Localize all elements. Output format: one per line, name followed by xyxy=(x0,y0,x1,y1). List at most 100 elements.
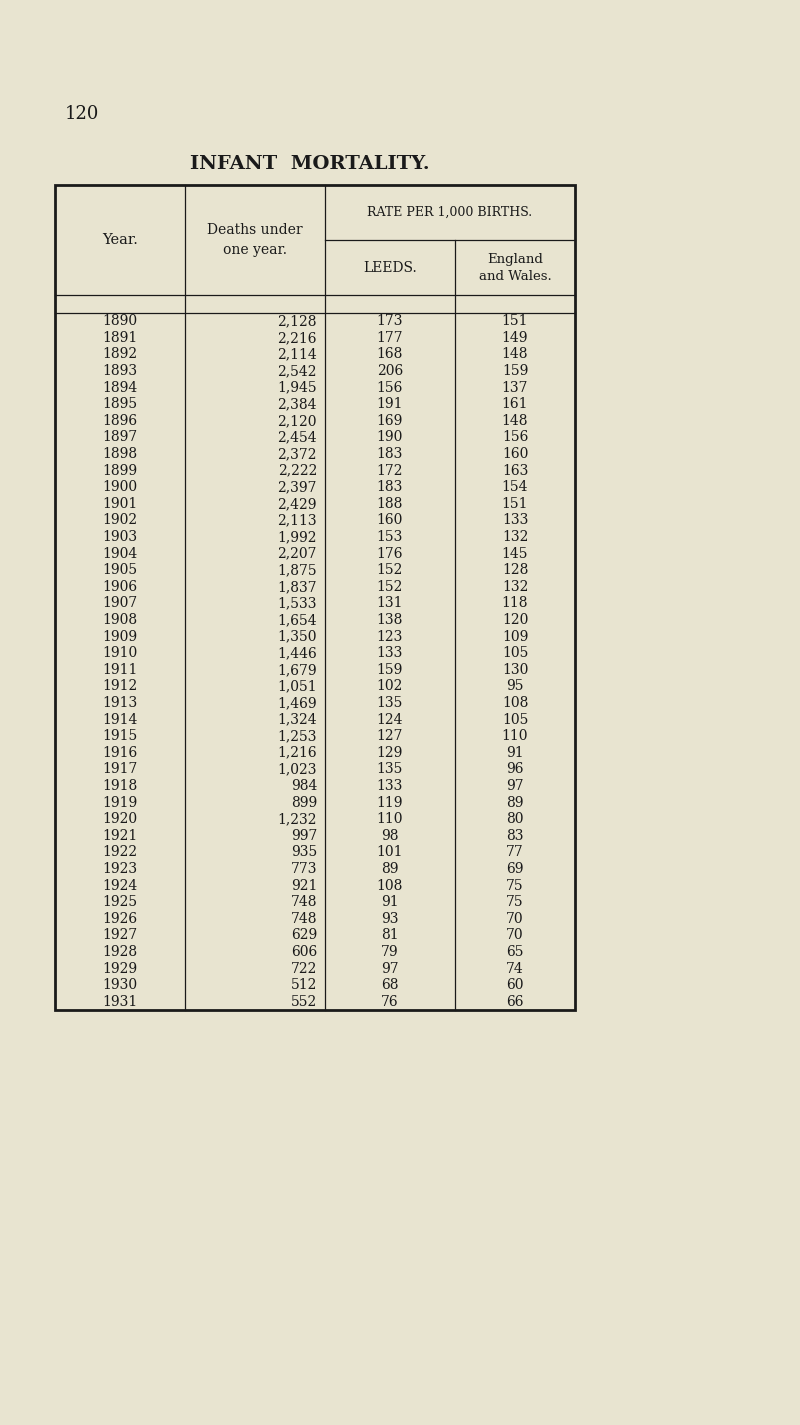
Text: 1928: 1928 xyxy=(102,945,138,959)
Text: 135: 135 xyxy=(377,695,403,710)
Text: 1901: 1901 xyxy=(102,497,138,510)
Text: Year.: Year. xyxy=(102,234,138,247)
Text: 138: 138 xyxy=(377,613,403,627)
Text: 135: 135 xyxy=(377,762,403,777)
Text: 1931: 1931 xyxy=(102,995,138,1009)
Text: 151: 151 xyxy=(502,315,528,328)
Text: 1921: 1921 xyxy=(102,829,138,842)
Text: 722: 722 xyxy=(290,962,317,976)
Text: 984: 984 xyxy=(290,779,317,792)
Text: 1,533: 1,533 xyxy=(278,597,317,610)
Text: 65: 65 xyxy=(506,945,524,959)
Text: 748: 748 xyxy=(290,912,317,926)
Text: 66: 66 xyxy=(506,995,524,1009)
Text: 899: 899 xyxy=(290,795,317,809)
Text: 2,454: 2,454 xyxy=(278,430,317,445)
Text: 75: 75 xyxy=(506,895,524,909)
Text: 148: 148 xyxy=(502,413,528,427)
Text: LEEDS.: LEEDS. xyxy=(363,261,417,275)
Text: 169: 169 xyxy=(377,413,403,427)
Text: 77: 77 xyxy=(506,845,524,859)
Text: 773: 773 xyxy=(290,862,317,876)
Text: 1919: 1919 xyxy=(102,795,138,809)
Text: 1,350: 1,350 xyxy=(278,630,317,644)
Text: INFANT  MORTALITY.: INFANT MORTALITY. xyxy=(190,155,430,172)
Text: 159: 159 xyxy=(502,363,528,378)
Text: 1900: 1900 xyxy=(102,480,138,494)
Text: 152: 152 xyxy=(377,563,403,577)
Text: 512: 512 xyxy=(290,978,317,992)
Text: 183: 183 xyxy=(377,480,403,494)
Text: 1897: 1897 xyxy=(102,430,138,445)
Text: 1,837: 1,837 xyxy=(278,580,317,594)
Text: 69: 69 xyxy=(506,862,524,876)
Text: 151: 151 xyxy=(502,497,528,510)
Text: 2,222: 2,222 xyxy=(278,463,317,477)
Text: 2,397: 2,397 xyxy=(278,480,317,494)
Text: 748: 748 xyxy=(290,895,317,909)
Text: 131: 131 xyxy=(377,597,403,610)
Text: 156: 156 xyxy=(377,380,403,395)
Text: 118: 118 xyxy=(502,597,528,610)
Text: 177: 177 xyxy=(377,331,403,345)
Text: 75: 75 xyxy=(506,879,524,892)
Text: 1911: 1911 xyxy=(102,663,138,677)
Text: 1,945: 1,945 xyxy=(278,380,317,395)
Text: 160: 160 xyxy=(377,513,403,527)
Text: 133: 133 xyxy=(377,646,403,660)
Text: 1895: 1895 xyxy=(102,398,138,412)
Text: 1929: 1929 xyxy=(102,962,138,976)
Text: 1914: 1914 xyxy=(102,712,138,727)
Text: 149: 149 xyxy=(502,331,528,345)
Text: 1894: 1894 xyxy=(102,380,138,395)
Text: 2,372: 2,372 xyxy=(278,447,317,462)
Text: RATE PER 1,000 BIRTHS.: RATE PER 1,000 BIRTHS. xyxy=(367,207,533,219)
Text: 921: 921 xyxy=(290,879,317,892)
Text: 124: 124 xyxy=(377,712,403,727)
Text: 1924: 1924 xyxy=(102,879,138,892)
Text: 91: 91 xyxy=(506,745,524,760)
Text: 153: 153 xyxy=(377,530,403,544)
Text: 145: 145 xyxy=(502,547,528,560)
Text: 1,051: 1,051 xyxy=(278,680,317,694)
Text: 70: 70 xyxy=(506,928,524,942)
Text: 159: 159 xyxy=(377,663,403,677)
Text: 1,446: 1,446 xyxy=(278,646,317,660)
Text: 154: 154 xyxy=(502,480,528,494)
Text: 1,992: 1,992 xyxy=(278,530,317,544)
Text: 129: 129 xyxy=(377,745,403,760)
Text: 190: 190 xyxy=(377,430,403,445)
Text: 1927: 1927 xyxy=(102,928,138,942)
Text: 133: 133 xyxy=(502,513,528,527)
Text: 96: 96 xyxy=(506,762,524,777)
Text: 95: 95 xyxy=(506,680,524,694)
Text: 1913: 1913 xyxy=(102,695,138,710)
Text: 173: 173 xyxy=(377,315,403,328)
Text: 1926: 1926 xyxy=(102,912,138,926)
Text: 1896: 1896 xyxy=(102,413,138,427)
Text: 101: 101 xyxy=(377,845,403,859)
Text: 1890: 1890 xyxy=(102,315,138,328)
Text: 79: 79 xyxy=(381,945,399,959)
Text: 1912: 1912 xyxy=(102,680,138,694)
Text: 2,207: 2,207 xyxy=(278,547,317,560)
Text: 1930: 1930 xyxy=(102,978,138,992)
Text: 120: 120 xyxy=(502,613,528,627)
Text: 128: 128 xyxy=(502,563,528,577)
Text: 1,253: 1,253 xyxy=(278,730,317,744)
Text: 152: 152 xyxy=(377,580,403,594)
Text: 1923: 1923 xyxy=(102,862,138,876)
Text: 132: 132 xyxy=(502,530,528,544)
Text: 1903: 1903 xyxy=(102,530,138,544)
Text: 1,216: 1,216 xyxy=(278,745,317,760)
Text: 1,023: 1,023 xyxy=(278,762,317,777)
Text: 2,384: 2,384 xyxy=(278,398,317,412)
Text: 1891: 1891 xyxy=(102,331,138,345)
Text: 1,324: 1,324 xyxy=(278,712,317,727)
Text: 1,654: 1,654 xyxy=(278,613,317,627)
Text: 1898: 1898 xyxy=(102,447,138,462)
Text: 137: 137 xyxy=(502,380,528,395)
Text: 2,114: 2,114 xyxy=(278,348,317,362)
Text: 132: 132 xyxy=(502,580,528,594)
Text: 1907: 1907 xyxy=(102,597,138,610)
